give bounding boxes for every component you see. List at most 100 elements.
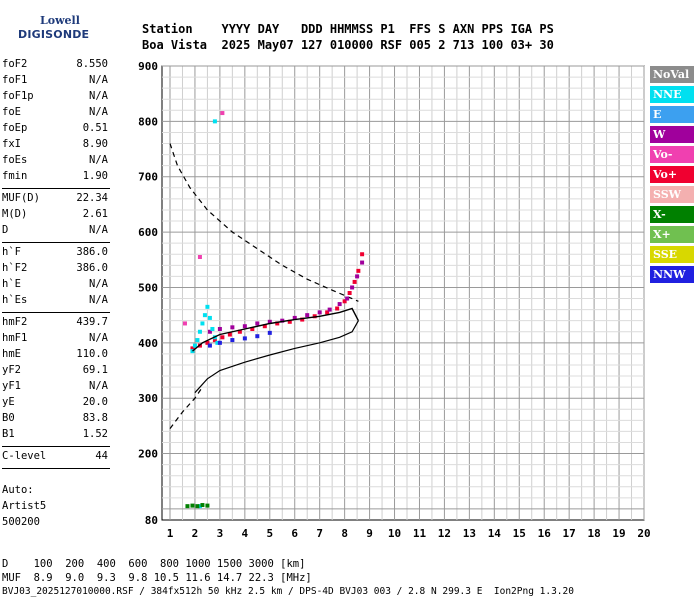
param-value: 1.52 <box>82 428 108 440</box>
data-point <box>190 349 195 354</box>
x-tick-label: 8 <box>341 527 348 540</box>
legend-item: NNE <box>650 86 694 103</box>
param-separator <box>2 242 110 243</box>
dashed-upper-curve <box>169 143 359 302</box>
param-key: h`Es <box>2 294 28 306</box>
data-point <box>255 334 260 339</box>
data-point <box>207 315 212 320</box>
y-tick-label: 300 <box>138 392 158 405</box>
param-value: N/A <box>89 294 108 306</box>
data-point <box>200 321 205 326</box>
x-tick-label: 3 <box>217 527 224 540</box>
data-point <box>267 330 272 335</box>
header-line2: Boa Vista 2025 May07 127 010000 RSF 005 … <box>142 38 554 52</box>
data-point <box>350 285 355 290</box>
x-tick-label: 7 <box>316 527 323 540</box>
legend-item: SSW <box>650 186 694 203</box>
data-point <box>200 503 205 508</box>
x-tick-label: 15 <box>513 527 526 540</box>
param-row: D N/A <box>2 224 108 240</box>
param-key: C-level <box>2 450 47 462</box>
data-point <box>345 296 350 301</box>
param-key: h`F2 <box>2 262 28 274</box>
param-key: fmin <box>2 170 28 182</box>
param-value: 110.0 <box>76 348 108 360</box>
data-point <box>197 504 202 509</box>
param-key: B1 <box>2 428 15 440</box>
data-point <box>185 504 190 509</box>
legend-item: X+ <box>650 226 694 243</box>
data-point <box>337 302 342 307</box>
data-point <box>305 313 310 318</box>
param-row: hmF2 439.7 <box>2 316 108 332</box>
param-value: 69.1 <box>82 364 108 376</box>
param-key: foF1 <box>2 74 28 86</box>
param-value: 8.550 <box>76 58 108 70</box>
param-row: yE 20.0 <box>2 396 108 412</box>
param-value: 2.61 <box>82 208 108 220</box>
plot-frame <box>161 65 645 521</box>
y-tick-label: 900 <box>138 60 158 73</box>
x-tick-label: 16 <box>538 527 552 540</box>
param-value: N/A <box>89 74 108 86</box>
legend-item: Vo- <box>650 146 694 163</box>
data-point <box>355 274 360 279</box>
data-point <box>205 340 210 345</box>
y-tick-label: 80 <box>145 514 158 527</box>
param-row: foF2 8.550 <box>2 58 108 74</box>
param-value: 22.34 <box>76 192 108 204</box>
param-row: M(D) 2.61 <box>2 208 108 224</box>
legend-item: NoVal <box>650 66 694 83</box>
y-tick-label: 800 <box>138 115 158 128</box>
param-key: B0 <box>2 412 15 424</box>
param-key: h`E <box>2 278 21 290</box>
data-point <box>190 503 195 508</box>
legend-item: W <box>650 126 694 143</box>
param-row: B0 83.8 <box>2 412 108 428</box>
data-point <box>230 325 235 330</box>
data-point <box>182 321 187 326</box>
param-separator <box>2 468 110 469</box>
data-point <box>215 340 220 345</box>
data-point <box>317 310 322 315</box>
param-value: 1.90 <box>82 170 108 182</box>
legend-item: X- <box>650 206 694 223</box>
data-point <box>360 252 365 257</box>
param-key: M(D) <box>2 208 28 220</box>
legend-item: E <box>650 106 694 123</box>
x-tick-label: 5 <box>266 527 273 540</box>
param-key: foF1p <box>2 90 34 102</box>
param-row: foE N/A <box>2 106 108 122</box>
param-value: N/A <box>89 278 108 290</box>
logo-line1: Lowell <box>40 14 80 27</box>
y-tick-label: 200 <box>138 448 158 461</box>
x-tick-label: 11 <box>413 527 427 540</box>
x-tick-label: 2 <box>192 527 199 540</box>
param-key: foE <box>2 106 21 118</box>
data-point <box>250 326 255 331</box>
data-point <box>227 332 232 337</box>
data-point <box>212 338 217 343</box>
data-point <box>212 119 217 124</box>
data-point <box>195 338 200 343</box>
param-row: hmE 110.0 <box>2 348 108 364</box>
param-key: hmF2 <box>2 316 28 328</box>
data-point <box>292 315 297 320</box>
legend-item: Vo+ <box>650 166 694 183</box>
data-point <box>217 326 222 331</box>
data-point <box>220 111 225 116</box>
param-row: foEs N/A <box>2 154 108 170</box>
param-key: hmF1 <box>2 332 28 344</box>
x-tick-label: 10 <box>388 527 401 540</box>
data-point <box>347 291 352 295</box>
param-key: yE <box>2 396 15 408</box>
param-value: 44 <box>95 450 108 462</box>
footer-muf-line: MUF 8.9 9.0 9.3 9.8 10.5 11.6 14.7 22.3 … <box>2 572 312 584</box>
data-point <box>275 321 280 326</box>
data-point <box>312 314 317 319</box>
data-point <box>255 321 260 326</box>
param-separator <box>2 188 110 189</box>
digisonde-logo: Lowell DIGISONDE <box>4 4 124 44</box>
data-point <box>207 329 212 334</box>
